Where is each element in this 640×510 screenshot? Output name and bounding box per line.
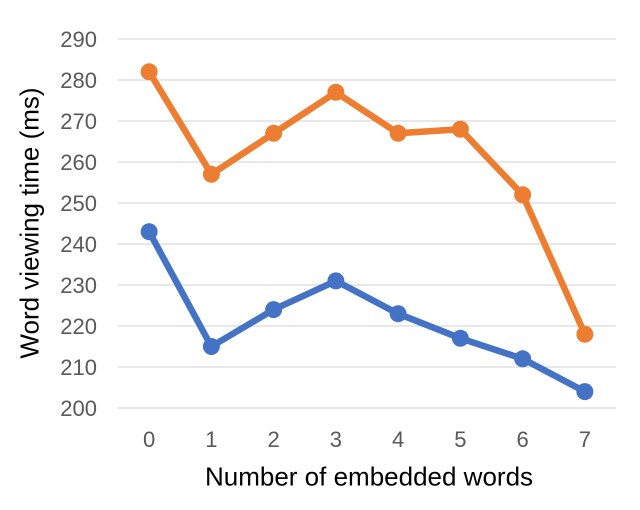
y-tick-label: 200 [60,396,97,421]
x-tick-label: 4 [392,427,404,452]
data-point-blue-7 [576,383,594,401]
y-axis-title: Word viewing time (ms) [14,87,45,359]
x-axis-title: Number of embedded words [204,461,534,492]
data-point-blue-6 [514,350,532,368]
data-point-orange-1 [202,165,220,183]
y-tick-label: 210 [60,355,97,380]
series-line-blue [145,228,589,395]
y-tick-label: 290 [60,27,97,52]
data-point-orange-3 [327,83,345,101]
data-point-orange-6 [514,186,532,204]
data-point-orange-7 [576,325,594,343]
y-tick-label: 230 [60,273,97,298]
data-point-orange-5 [451,120,469,138]
data-point-blue-5 [451,329,469,347]
data-point-blue-0 [140,223,158,241]
x-tick-label: 0 [143,427,155,452]
data-point-blue-4 [389,305,407,323]
y-tick-label: 250 [60,191,97,216]
data-point-orange-0 [140,63,158,81]
data-point-orange-4 [389,124,407,142]
y-tick-label: 270 [60,109,97,134]
data-point-orange-2 [265,124,283,142]
y-tick-label: 280 [60,68,97,93]
data-point-blue-1 [202,338,220,355]
data-point-blue-2 [265,301,283,319]
series-line-orange [145,68,589,338]
x-tick-label: 1 [205,427,217,452]
data-point-blue-3 [327,272,345,290]
y-tick-label: 220 [60,314,97,339]
x-tick-label: 5 [454,427,466,452]
x-tick-label: 3 [330,427,342,452]
y-tick-label: 240 [60,232,97,257]
x-tick-label: 2 [268,427,280,452]
x-tick-label: 7 [579,427,591,452]
x-tick-label: 6 [517,427,529,452]
y-tick-label: 260 [60,150,97,175]
